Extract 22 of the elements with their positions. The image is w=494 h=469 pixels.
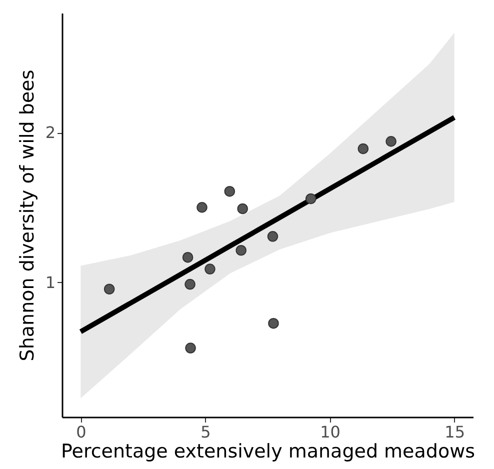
point (184, 278, 196, 290)
point (305, 193, 316, 204)
point (237, 203, 248, 214)
x-tick-label: 10 (320, 422, 340, 442)
point (185, 342, 196, 354)
point (204, 264, 216, 274)
x-tick-label: 0 (76, 422, 86, 442)
y-axis-title: Shannon diversity of wild bees (16, 70, 38, 362)
point (104, 284, 115, 294)
point (182, 252, 194, 263)
point (358, 143, 369, 154)
point (267, 231, 278, 242)
x-axis-title: Percentage extensively managed meadows (60, 440, 476, 462)
y-tick-label: 2 (45, 123, 56, 142)
point (236, 244, 246, 256)
point (224, 186, 236, 197)
point (386, 136, 396, 147)
point (268, 318, 279, 329)
y-tick-label: 1 (45, 272, 56, 292)
x-tick-label: 5 (200, 422, 211, 442)
x-tick-label: 15 (444, 422, 465, 442)
point (196, 202, 208, 213)
